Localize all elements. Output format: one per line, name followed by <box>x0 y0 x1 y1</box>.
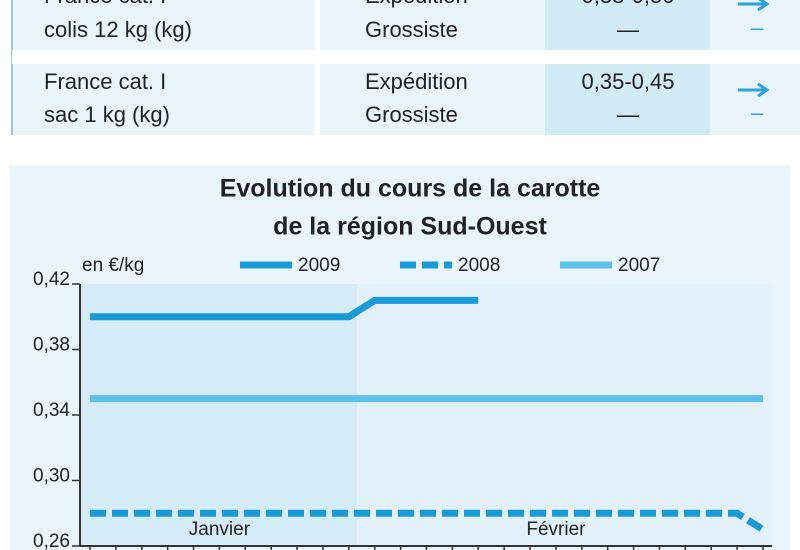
x-tick-label: Janvier <box>189 519 251 540</box>
col-separator <box>315 0 320 135</box>
trend-arrow <box>738 82 770 98</box>
price: — <box>617 17 639 42</box>
market: Expédition <box>365 69 468 94</box>
y-tick-label: 0,34 <box>33 400 70 421</box>
price: 0,38-0,50 <box>582 0 675 8</box>
row-separator <box>12 50 800 64</box>
trend-arrow <box>738 0 770 12</box>
y-tick-label: 0,38 <box>33 335 70 356</box>
legend-label: 2009 <box>298 255 340 276</box>
product: colis 12 kg (kg) <box>44 17 192 42</box>
y-tick-label: 0,42 <box>33 269 70 290</box>
table: France cat. I colis 12 kg (kg) Expédition G… <box>44 0 770 127</box>
product: sac 1 kg (kg) <box>44 102 170 127</box>
chart-title: Evolution du cours de la carotte <box>220 175 601 203</box>
market: Grossiste <box>365 17 458 42</box>
y-axis-label: en €/kg <box>82 255 144 276</box>
price-column-bg <box>545 0 710 135</box>
legend-label: 2007 <box>618 255 660 276</box>
plot-bg-left <box>80 284 357 546</box>
product: France cat. I <box>44 69 166 94</box>
series-line <box>90 509 765 533</box>
product: France cat. I <box>44 0 166 8</box>
series-line <box>90 296 479 321</box>
market: Expédition <box>365 0 468 8</box>
price: — <box>617 102 639 127</box>
chart-title: de la région Sud-Ouest <box>273 213 547 241</box>
x-tick-label: Février <box>526 519 586 540</box>
legend-label: 2008 <box>458 255 500 276</box>
trend: – <box>751 15 764 40</box>
chart: Evolution du cours de la carotte de la ré… <box>33 175 772 550</box>
price: 0,35-0,45 <box>582 69 675 94</box>
market: Grossiste <box>365 102 458 127</box>
y-tick-label: 0,26 <box>33 531 70 550</box>
plot-bg-right <box>357 284 772 546</box>
y-tick-label: 0,30 <box>33 466 70 487</box>
trend: – <box>751 100 764 125</box>
